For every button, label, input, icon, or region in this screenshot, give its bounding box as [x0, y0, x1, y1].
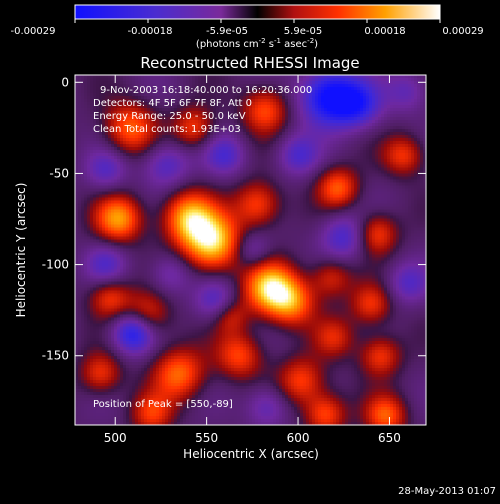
colorbar-tick-label: -5.9e-05	[206, 26, 248, 37]
y-tick-label: 0	[61, 75, 69, 89]
info-clean-counts: Clean Total counts: 1.93E+03	[93, 124, 241, 135]
x-axis-label: Heliocentric X (arcsec)	[183, 447, 319, 461]
y-axis-tick-labels: 0 -50 -100 -150	[42, 75, 69, 362]
y-tick-label: -100	[42, 258, 69, 272]
info-energy-range: Energy Range: 25.0 - 50.0 keV	[93, 111, 246, 122]
info-detectors: Detectors: 4F 5F 6F 7F 8F, Att 0	[93, 98, 252, 109]
plot-frame	[74, 74, 427, 426]
colorbar-tick-label: -0.00018	[128, 26, 173, 37]
x-tick-label: 550	[195, 431, 218, 445]
x-tick-label: 600	[287, 431, 310, 445]
info-time-range: 9-Nov-2003 16:18:40.000 to 16:20:36.000	[100, 85, 312, 96]
y-tick-label: -150	[42, 349, 69, 363]
colorbar-tick-label: -0.00029	[11, 26, 56, 37]
plot-title: Reconstructed RHESSI Image	[140, 54, 359, 72]
y-tick-label: -50	[49, 166, 69, 180]
heatmap-image	[75, 75, 426, 425]
colorbar	[74, 4, 441, 20]
peak-position-label: Position of Peak = [550,-89]	[93, 399, 233, 410]
colorbar-tick-label: 5.9e-05	[284, 26, 322, 37]
footer-timestamp: 28-May-2013 01:07	[398, 486, 496, 497]
x-tick-label: 650	[378, 431, 401, 445]
colorbar-ticks	[74, 19, 441, 23]
y-axis-ticks	[75, 81, 426, 357]
colorbar-units: (photons cm-2 s-1 asec-2)	[196, 37, 318, 50]
y-axis-label: Heliocentric Y (arcsec)	[14, 183, 28, 318]
x-axis-tick-labels: 500 550 600 650	[104, 431, 401, 445]
colorbar-tick-label: 0.00018	[364, 26, 405, 37]
colorbar-tick-label: 0.00029	[442, 26, 483, 37]
x-tick-label: 500	[104, 431, 127, 445]
x-axis-ticks	[114, 75, 390, 425]
